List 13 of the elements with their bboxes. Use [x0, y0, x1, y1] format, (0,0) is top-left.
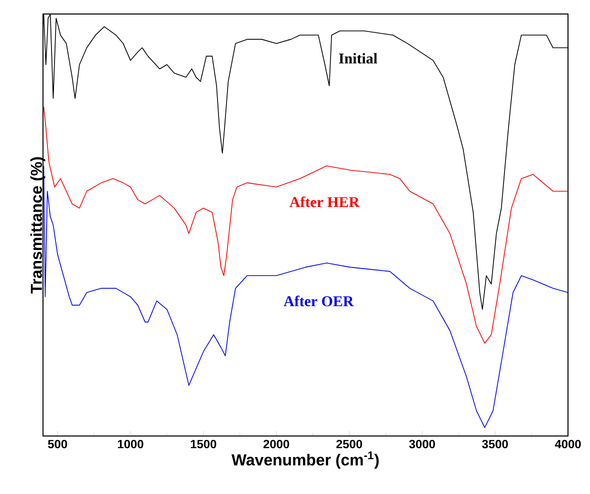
x-tick-label: 3500 [482, 440, 508, 448]
series-label: Initial [338, 53, 378, 64]
x-tick-label: 500 [48, 440, 68, 448]
x-tick-label: 1000 [118, 440, 144, 448]
x-tick-label: 4000 [554, 440, 581, 448]
x-tick-label: 1500 [190, 440, 216, 448]
x-tick-label: 2000 [263, 440, 290, 448]
series-label: After HER [290, 196, 360, 208]
x-tick-label: 2500 [336, 440, 362, 448]
y-axis-title: Transmittance (%) [30, 157, 46, 294]
x-tick-label: 3000 [409, 440, 435, 448]
x-axis-title: Wavenumber (cm$^{-1}$) [232, 451, 379, 469]
series-label: After OER [284, 296, 354, 306]
